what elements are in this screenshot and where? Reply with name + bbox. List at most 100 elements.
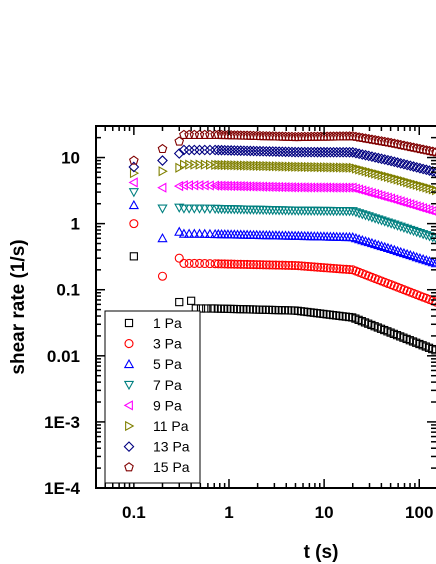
legend-label: 5 Pa [153,356,182,372]
data-point [173,148,185,159]
data-point [206,159,216,170]
series-13-pa [128,144,436,178]
data-point [398,223,410,233]
data-point [157,155,168,166]
data-point [157,204,168,214]
data-point [404,160,416,172]
series-3-pa [129,219,436,307]
data-point [368,167,378,178]
legend: 1 Pa 3 Pa 5 Pa 7 Pa 9 Pa 11 Pa 13 Pa 15 Pa [104,310,201,484]
legend-marker [124,318,134,328]
data-point [224,160,234,171]
data-point [417,230,429,240]
data-point [338,264,348,274]
data-point [240,160,250,171]
data-point [395,196,405,207]
y-tick-label: 1E-4 [44,479,80,498]
data-point [403,177,413,188]
legend-marker [123,400,133,411]
data-point [357,210,368,220]
data-point [229,259,239,269]
data-point [296,261,307,271]
data-point [385,219,397,229]
data-point [387,172,397,183]
data-point [238,145,250,157]
data-point [316,262,326,272]
legend-marker [123,358,135,369]
data-point [392,221,403,231]
data-point [262,160,272,172]
data-point [312,146,323,158]
data-point [332,162,343,173]
data-point [214,159,224,171]
data-point [376,153,387,165]
data-point [369,151,381,163]
data-point [189,258,199,268]
data-point [324,146,336,158]
data-point [353,148,365,160]
data-point [417,202,428,214]
legend-marker [124,462,134,472]
data-point [294,161,304,172]
data-point [180,159,190,170]
data-point [257,145,269,157]
data-point [356,185,367,196]
data-point [310,161,320,173]
data-point [252,160,263,171]
data-point [232,145,243,156]
data-point [405,225,416,236]
data-point [189,228,200,238]
data-point [347,207,358,217]
data-point [379,217,390,227]
data-point [275,161,285,172]
data-point [194,258,205,268]
data-point [300,161,311,173]
data-point [205,129,215,140]
data-point [254,145,266,157]
data-point [280,260,291,270]
data-point [268,161,279,172]
data-point [284,260,294,270]
data-point [424,232,435,242]
data-point [419,181,429,192]
y-axis-title: shear rate (1/s) [8,239,29,374]
y-tick-label: 1E-3 [44,413,80,432]
data-point [273,146,285,158]
data-point [350,183,360,194]
data-point [366,151,378,163]
data-point [236,259,246,269]
data-point [204,144,216,156]
data-point [129,252,138,261]
data-point [356,149,368,160]
legend-label: 7 Pa [153,377,182,393]
data-point [328,146,339,158]
data-point [259,160,269,172]
data-point [364,166,375,178]
data-point [271,260,281,270]
data-point [199,180,209,191]
data-point [366,213,378,223]
data-point [255,260,265,270]
data-point [420,164,432,176]
data-point [268,260,278,270]
data-point [414,229,426,239]
data-point [416,180,426,191]
data-point [350,208,362,218]
data-point [204,180,214,191]
data-point [281,161,291,172]
data-point [199,144,211,156]
data-point [393,174,403,185]
data-point [360,149,371,161]
data-point [299,146,311,158]
data-point [382,192,392,203]
data-point [287,260,297,270]
data-point [274,260,284,270]
data-point [174,253,184,263]
data-point [202,304,211,313]
data-point [424,204,434,216]
data-point [178,180,188,191]
data-point [242,259,252,269]
data-point [337,146,349,158]
data-point [339,162,349,173]
data-point [178,204,190,214]
